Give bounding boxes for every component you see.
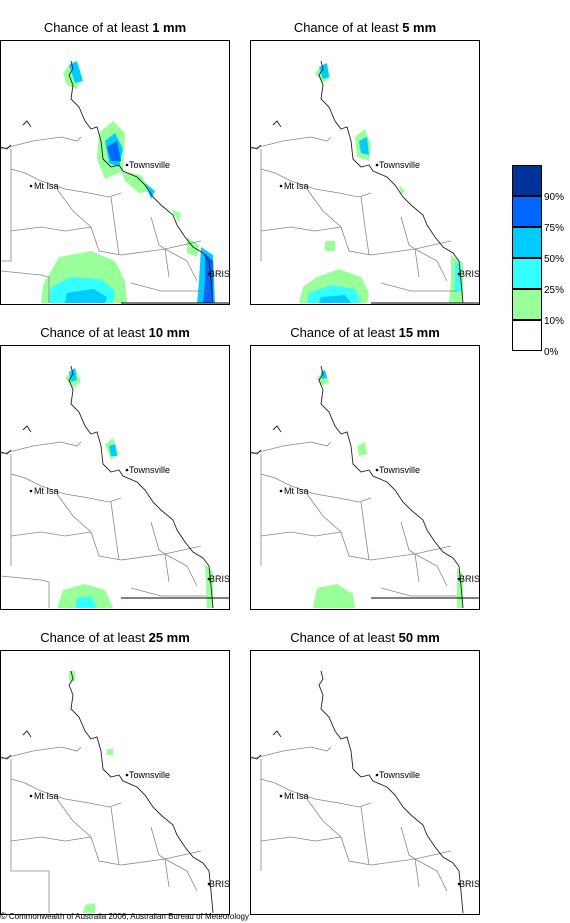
panel-title: Chance of at least 10 mm: [40, 325, 190, 340]
label-bris: BRIS: [209, 269, 229, 279]
label-mt-isa: Mt Isa: [284, 181, 309, 191]
legend-swatch-10-25: [512, 289, 542, 320]
panel-title: Chance of at least 15 mm: [290, 325, 440, 340]
legend-label: 25%: [544, 285, 565, 296]
probability-shading: [299, 63, 463, 303]
map-15mm: Townsville Mt Isa BRIS: [250, 345, 480, 610]
probability-legend: 90% 75% 50% 25% 10% 0%: [512, 165, 570, 358]
label-mt-isa: Mt Isa: [34, 486, 59, 496]
label-townsville: Townsville: [379, 160, 420, 170]
label-bris: BRIS: [209, 574, 229, 584]
label-mt-isa: Mt Isa: [284, 791, 309, 801]
map-10mm: Townsville Mt Isa BRIS: [0, 345, 230, 610]
label-mt-isa: Mt Isa: [284, 486, 309, 496]
label-mt-isa: Mt Isa: [34, 791, 59, 801]
legend-label: 10%: [544, 316, 565, 327]
probability-shading: [57, 368, 213, 608]
legend-label: 75%: [544, 223, 565, 234]
map-1mm: Townsville Mt Isa BRIS: [0, 40, 230, 305]
legend-swatch-0-10: [512, 320, 542, 351]
panel-title: Chance of at least 25 mm: [40, 630, 190, 645]
label-bris: BRIS: [459, 269, 479, 279]
label-bris: BRIS: [209, 879, 229, 889]
legend-label: 50%: [544, 254, 565, 265]
copyright-text: Commonwealth of Australia 2006, Australi…: [6, 912, 249, 921]
place-markers: [29, 163, 211, 276]
label-bris: BRIS: [459, 879, 479, 889]
map-25mm: Townsville Mt Isa BRIS: [0, 650, 230, 915]
panel-title: Chance of at least 5 mm: [293, 20, 437, 35]
coastline: [1, 60, 214, 304]
copyright-symbol: ©: [0, 911, 7, 921]
label-mt-isa: Mt Isa: [34, 181, 59, 191]
state-borders: [1, 136, 202, 303]
panel-title: Chance of at least 1 mm: [43, 20, 187, 35]
label-townsville: Townsville: [129, 160, 170, 170]
probability-shading: [41, 61, 215, 303]
copyright-footer: © Commonwealth of Australia 2006, Austra…: [0, 911, 249, 922]
legend-label: 0%: [544, 347, 559, 358]
legend-swatch-90-100: [512, 165, 542, 196]
legend-label: 90%: [544, 192, 565, 203]
panel-title: Chance of at least 50 mm: [290, 630, 440, 645]
label-townsville: Townsville: [129, 465, 170, 475]
legend-swatch-75-90: [512, 196, 542, 227]
label-bris: BRIS: [459, 574, 479, 584]
label-townsville: Townsville: [129, 770, 170, 780]
legend-swatch-50-75: [512, 227, 542, 258]
probability-shading: [69, 671, 113, 913]
label-townsville: Townsville: [379, 465, 420, 475]
label-townsville: Townsville: [379, 770, 420, 780]
map-50mm: Townsville Mt Isa BRIS: [250, 650, 480, 915]
map-5mm: Townsville Mt Isa BRIS: [250, 40, 480, 305]
legend-swatch-25-50: [512, 258, 542, 289]
